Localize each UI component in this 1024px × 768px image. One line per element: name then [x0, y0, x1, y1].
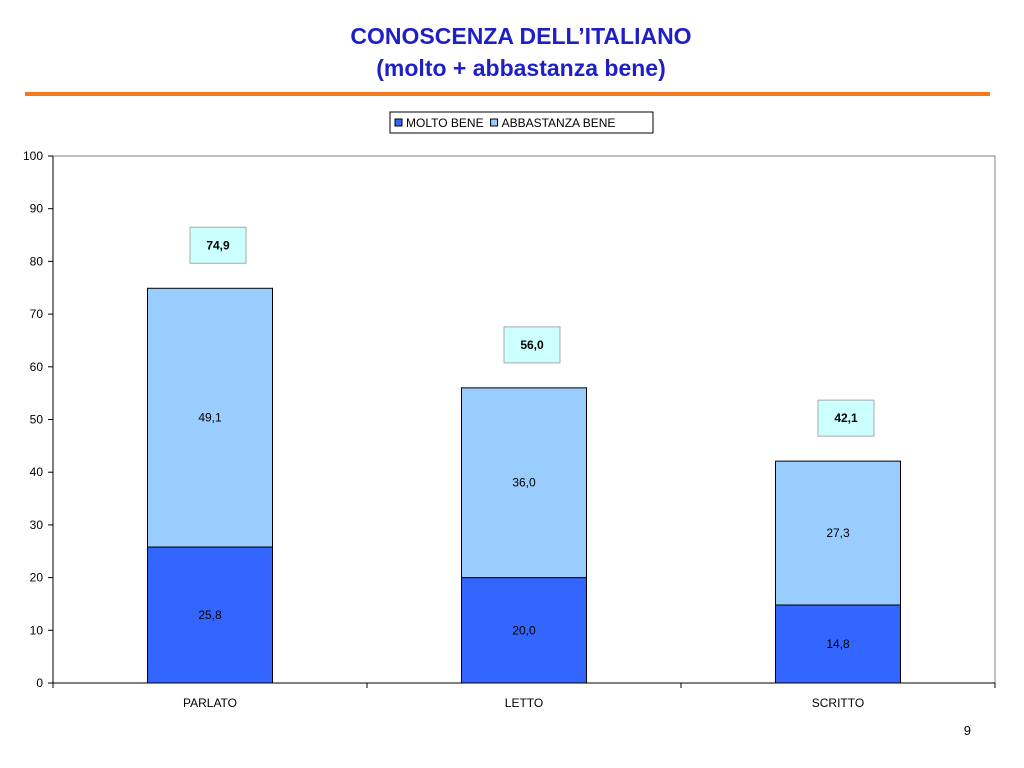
- data-label: 25,8: [198, 608, 222, 622]
- legend-swatch: [490, 118, 499, 127]
- total-label-box: [189, 226, 247, 264]
- y-tick-label: 0: [36, 676, 43, 690]
- y-tick-label: 100: [23, 149, 43, 163]
- legend-swatch: [394, 118, 403, 127]
- data-label: 20,0: [512, 623, 536, 637]
- x-tick-label: PARLATO: [183, 696, 237, 710]
- y-tick-label: 60: [30, 360, 44, 374]
- total-label-box: [817, 399, 875, 437]
- total-label: 74,9: [206, 238, 230, 252]
- y-tick-label: 30: [30, 518, 44, 532]
- legend-label: ABBASTANZA BENE: [502, 116, 616, 130]
- chart-title: CONOSCENZA DELL’ITALIANO (molto + abbast…: [0, 20, 1024, 84]
- bar-segment: [775, 460, 901, 606]
- y-tick-label: 80: [30, 254, 44, 268]
- title-divider: [25, 92, 990, 96]
- total-label-box: [503, 326, 561, 364]
- bar-segment: [461, 577, 587, 684]
- y-tick-label: 70: [30, 307, 44, 321]
- legend: [389, 111, 654, 134]
- title-line-2: (molto + abbastanza bene): [376, 55, 666, 81]
- bar-segment: [461, 387, 587, 579]
- y-tick-label: 40: [30, 465, 44, 479]
- y-tick-label: 10: [30, 623, 44, 637]
- y-tick-label: 20: [30, 571, 44, 585]
- page-number: 9: [963, 723, 971, 738]
- y-tick-label: 90: [30, 202, 44, 216]
- total-label: 56,0: [520, 338, 544, 352]
- data-label: 14,8: [826, 637, 850, 651]
- x-tick-label: LETTO: [505, 696, 543, 710]
- x-tick-label: SCRITTO: [812, 696, 864, 710]
- data-label: 49,1: [198, 411, 222, 425]
- bar-segment: [775, 604, 901, 684]
- data-label: 36,0: [512, 476, 536, 490]
- total-label: 42,1: [834, 411, 858, 425]
- bar-segment: [147, 287, 273, 548]
- y-tick-label: 50: [30, 413, 44, 427]
- bar-segment: [147, 546, 273, 684]
- data-label: 27,3: [826, 526, 850, 540]
- legend-label: MOLTO BENE: [406, 116, 484, 130]
- title-line-1: CONOSCENZA DELL’ITALIANO: [350, 23, 692, 49]
